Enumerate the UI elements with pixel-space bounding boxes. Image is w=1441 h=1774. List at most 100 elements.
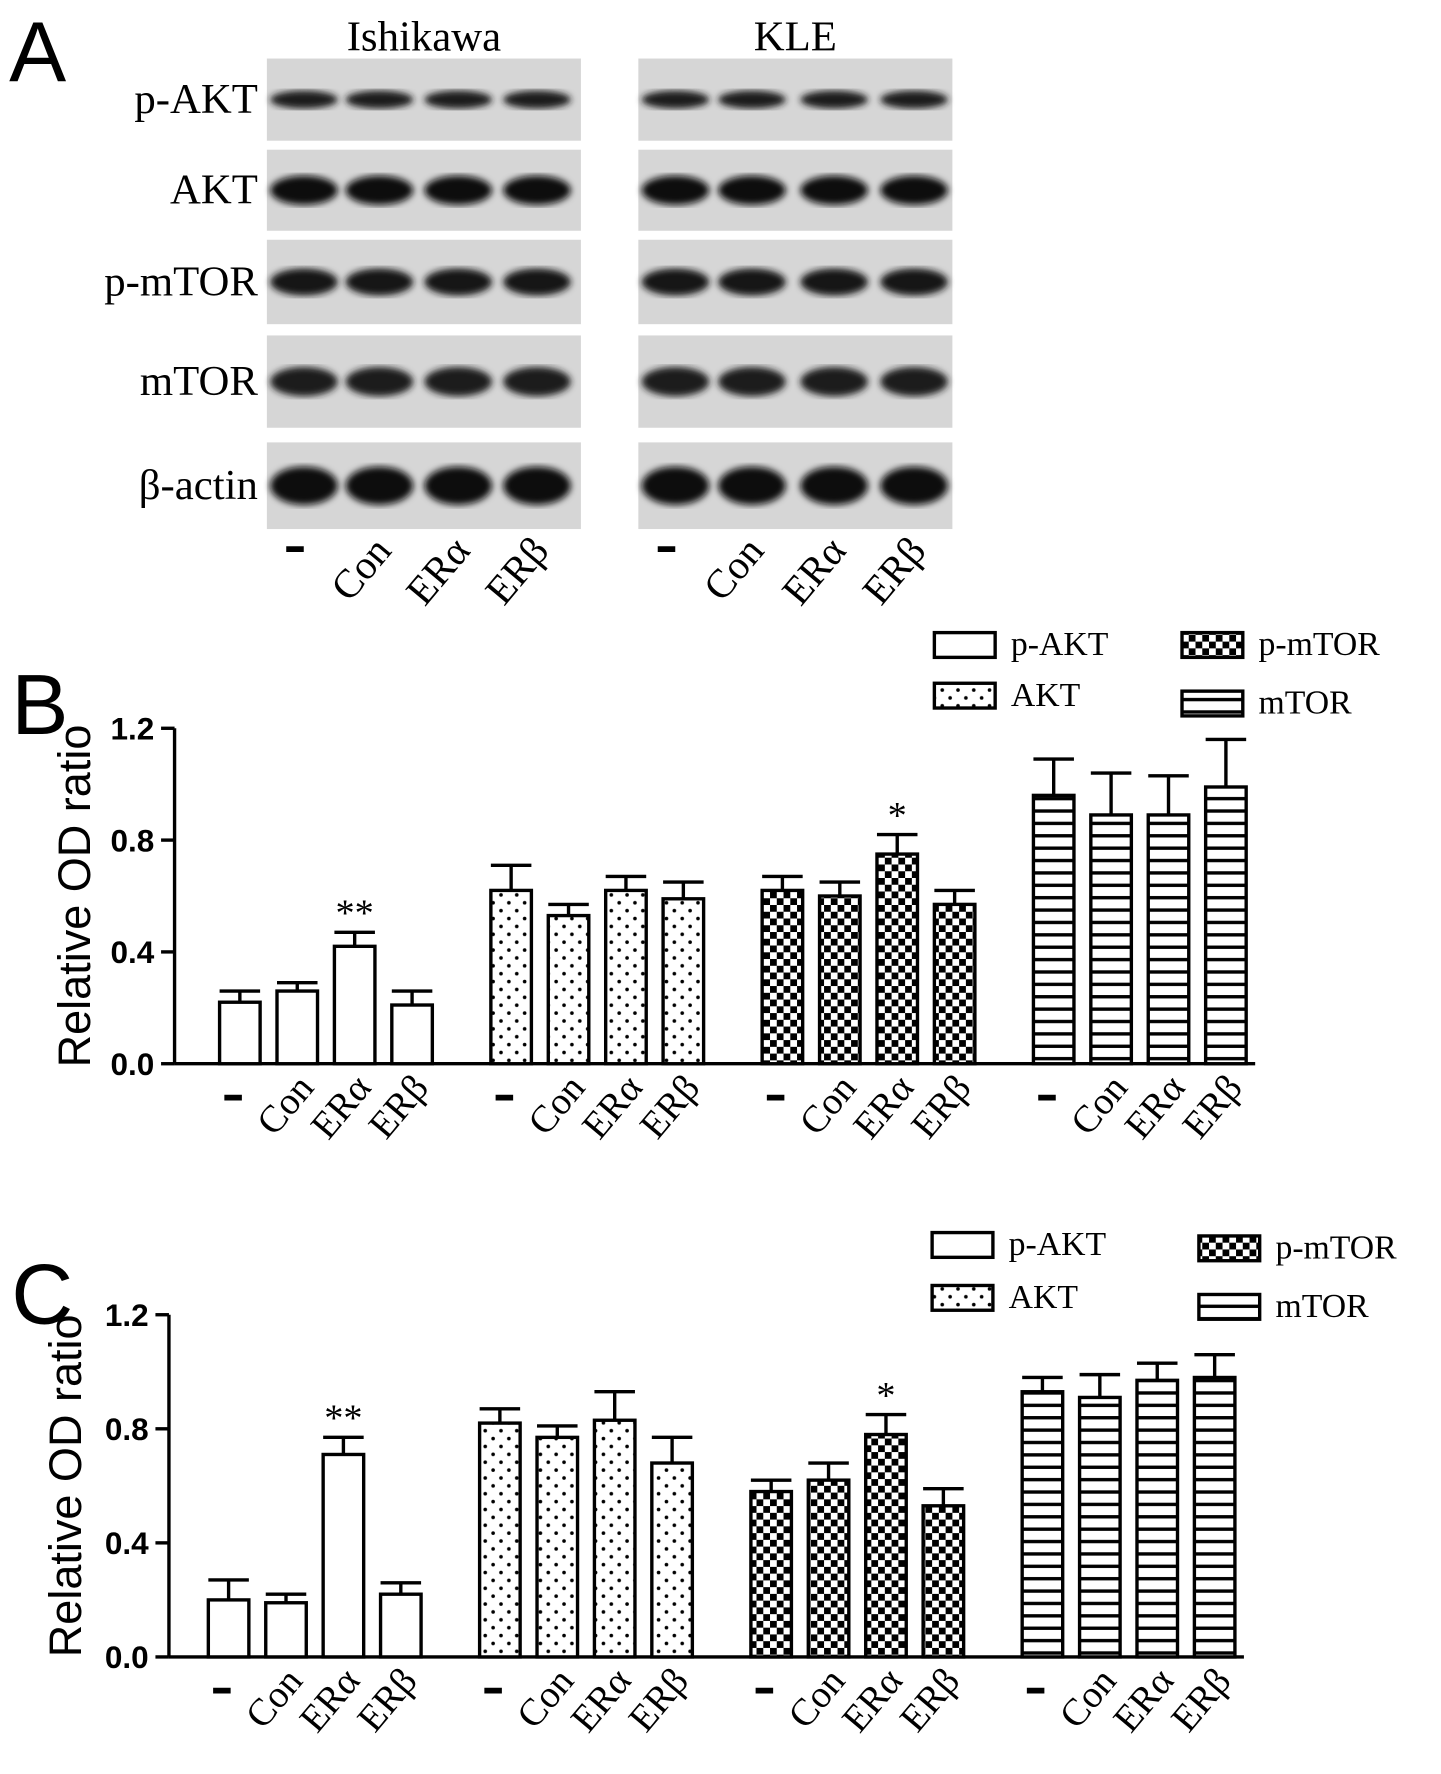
legend-swatch (1180, 630, 1245, 660)
x-tick-label: Con (520, 1067, 593, 1143)
error-bar (876, 832, 918, 855)
bar (546, 913, 591, 1066)
bar (1192, 1375, 1237, 1659)
x-tick-label: ERβ (361, 1067, 437, 1146)
blot-band (424, 466, 492, 505)
blot-band (641, 175, 710, 205)
x-tick-label: ERα (303, 1067, 379, 1147)
x-tick-label: - (764, 1053, 786, 1128)
x-tick-label: ERα (574, 1067, 650, 1147)
blot-band (503, 466, 571, 505)
y-tick-label: 1.2 (111, 711, 155, 747)
y-tick-label: 0.8 (111, 822, 155, 858)
error-bar (605, 874, 647, 891)
error-bar (1079, 1372, 1121, 1398)
lane-label: ERα (773, 528, 854, 613)
bar (817, 894, 862, 1066)
x-tick-label: ERβ (892, 1660, 968, 1739)
blot-band (880, 175, 948, 205)
error-bar (934, 888, 975, 905)
row-label: mTOR (140, 358, 258, 405)
x-tick-label: ERβ (621, 1660, 697, 1739)
bar (321, 1452, 366, 1659)
x-tick-label: ERβ (632, 1067, 708, 1146)
y-axis-label: Relative OD ratio (40, 1314, 91, 1657)
blot-band (345, 90, 414, 109)
blot-band (718, 175, 786, 205)
lane-label: - (284, 505, 306, 580)
blot-band (424, 90, 492, 109)
x-tick-label: ERβ (350, 1660, 426, 1739)
blot-band (503, 90, 571, 109)
x-tick-label: ERα (1106, 1660, 1182, 1740)
error-bar (651, 1435, 693, 1464)
blot-band (270, 175, 338, 205)
x-tick-label: Con (1063, 1067, 1136, 1143)
significance-mark: ** (324, 1398, 362, 1440)
error-bar (1136, 1361, 1178, 1381)
error-bar (548, 902, 589, 916)
x-tick-label: - (1024, 1646, 1046, 1721)
y-axis-label: Relative OD ratio (49, 725, 100, 1068)
x-tick-label: - (753, 1646, 775, 1721)
legend-swatch (1180, 689, 1245, 718)
blot-band (800, 268, 868, 296)
error-bar (219, 989, 261, 1003)
y-tick-label: 0.0 (105, 1639, 149, 1675)
blot-band (345, 175, 414, 205)
blot-band (718, 366, 786, 397)
error-bar (762, 874, 803, 891)
x-tick-label: Con (792, 1067, 865, 1143)
error-bar (277, 980, 318, 992)
legend-label: p-AKT (1011, 626, 1109, 663)
error-bar (479, 1407, 521, 1424)
bar (332, 944, 377, 1066)
error-bar (391, 989, 433, 1006)
error-bar (323, 1435, 364, 1455)
blot-band (424, 366, 492, 397)
blot-band (424, 175, 492, 205)
legend-swatch (932, 681, 997, 710)
bar (1020, 1390, 1065, 1659)
blot-band (880, 90, 948, 109)
blot-band (800, 175, 868, 205)
x-tick-label: Con (1052, 1660, 1125, 1736)
cell-line-label: Ishikawa (347, 14, 501, 61)
lane-label: Con (322, 528, 400, 609)
bar (1089, 813, 1134, 1066)
x-tick-label: - (482, 1646, 504, 1721)
bar (264, 1601, 308, 1659)
bar (760, 888, 805, 1066)
bar (932, 902, 977, 1066)
lane-label: ERβ (476, 528, 557, 612)
legend-label: mTOR (1259, 685, 1353, 722)
blot-band (880, 466, 948, 505)
row-label: p-AKT (134, 76, 258, 123)
x-tick-label: ERα (1117, 1067, 1193, 1147)
y-tick-label: 0.8 (105, 1411, 149, 1447)
x-tick-label: Con (780, 1660, 853, 1736)
bar (603, 888, 648, 1066)
x-tick-label: Con (249, 1067, 322, 1143)
blot-band (718, 466, 786, 505)
panel-label: A (9, 5, 66, 100)
y-tick-label: 0.4 (111, 934, 155, 970)
bar (477, 1421, 522, 1659)
lane-label: Con (695, 528, 773, 609)
bar (661, 897, 706, 1066)
error-bar (865, 1412, 907, 1435)
blot-band (880, 268, 948, 296)
panel-label: B (11, 658, 68, 753)
x-tick-label: ERα (834, 1660, 910, 1740)
blot-band (345, 268, 414, 296)
cell-line-label: KLE (754, 14, 837, 61)
legend-label: mTOR (1275, 1288, 1369, 1325)
significance-mark: * (876, 1375, 895, 1417)
bar (535, 1435, 580, 1659)
bar (592, 1418, 637, 1659)
blot-band (345, 466, 414, 505)
error-bar (750, 1478, 792, 1492)
blot-band (641, 466, 710, 505)
blot-band (718, 90, 786, 109)
